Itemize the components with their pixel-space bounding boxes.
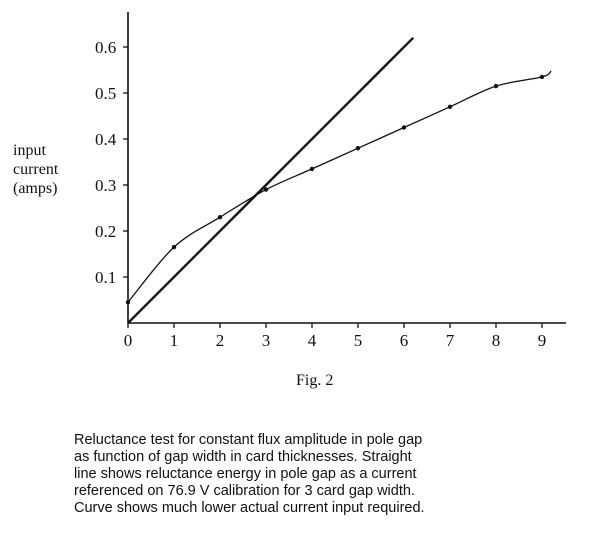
data-points [125, 74, 545, 305]
y-tick-label: 0.2 [95, 222, 116, 241]
data-point [171, 244, 177, 250]
y-ticks: 0.1 0.2 0.3 0.4 0.5 0.6 [95, 38, 128, 287]
data-point [125, 300, 131, 305]
x-tick-label: 2 [216, 331, 225, 350]
chart-axes [127, 12, 566, 324]
y-axis-label-line: current [13, 161, 59, 178]
x-tick-label: 6 [400, 331, 409, 350]
fitted-curve [127, 70, 552, 303]
caption-line: referenced on 76.9 V calibration for 3 c… [74, 483, 415, 499]
x-ticks: 0 1 2 3 4 5 6 7 8 9 [124, 323, 547, 350]
caption-line: as function of gap width in card thickne… [74, 449, 412, 465]
x-tick-label: 4 [308, 331, 317, 350]
caption-line: Reluctance test for constant flux amplit… [74, 432, 423, 448]
y-axis-label-line: (amps) [13, 180, 57, 197]
y-axis-label-line: input [13, 142, 46, 159]
data-point [263, 187, 269, 192]
y-tick-label: 0.3 [95, 176, 116, 195]
data-point [493, 83, 499, 89]
x-tick-label: 9 [538, 331, 547, 350]
data-point [539, 74, 545, 80]
data-point [217, 215, 223, 220]
y-tick-label: 0.6 [95, 38, 116, 57]
x-tick-label: 1 [170, 331, 179, 350]
data-point [447, 104, 453, 110]
y-tick-label: 0.5 [95, 84, 116, 103]
x-tick-label: 5 [354, 331, 363, 350]
data-point [401, 125, 407, 130]
x-tick-label: 7 [446, 331, 455, 350]
straight-line-series [127, 36, 415, 324]
data-point [309, 166, 315, 172]
y-axis-label: input current (amps) [13, 142, 59, 197]
figure-caption: Reluctance test for constant flux amplit… [74, 432, 594, 517]
y-tick-label: 0.1 [95, 268, 116, 287]
caption-line: Curve shows much lower actual current in… [74, 500, 425, 516]
x-tick-label: 0 [124, 331, 133, 350]
data-point [355, 146, 361, 151]
x-tick-label: 8 [492, 331, 501, 350]
curve-series [127, 70, 552, 303]
straight-line [127, 36, 415, 324]
caption-line: line shows reluctance energy in pole gap… [74, 466, 417, 482]
y-tick-label: 0.4 [95, 130, 117, 149]
figure-label: Fig. 2 [296, 372, 334, 389]
x-tick-label: 3 [262, 331, 271, 350]
